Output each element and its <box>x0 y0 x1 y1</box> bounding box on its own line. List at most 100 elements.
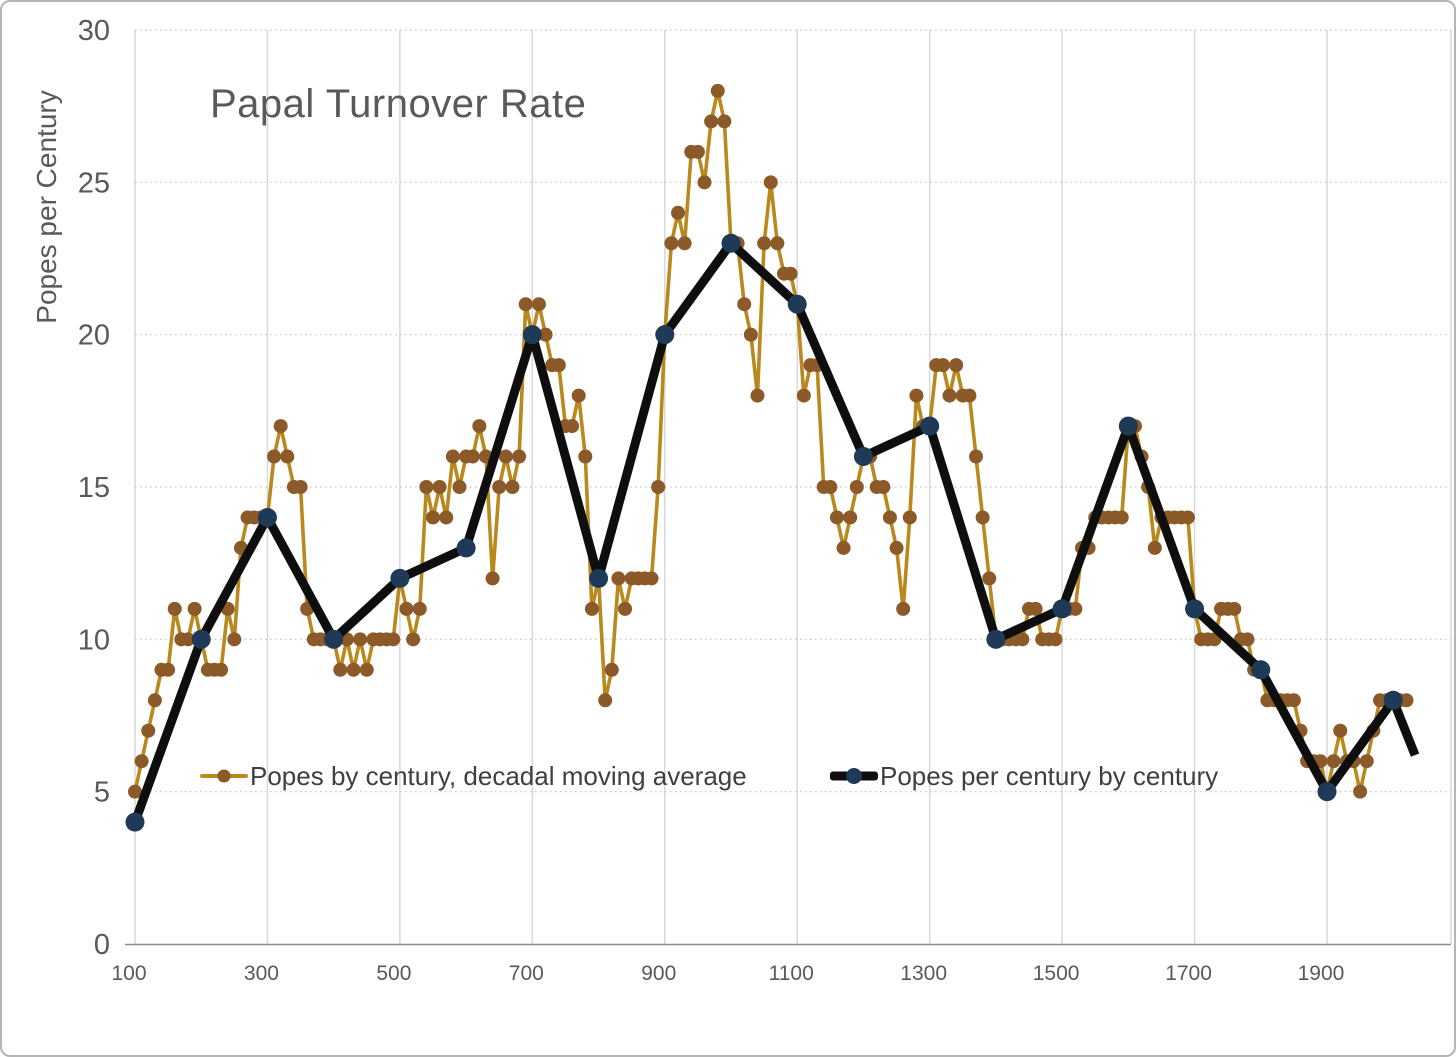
decadal-series-point <box>982 571 997 586</box>
century-series-point <box>456 538 476 558</box>
decadal-series-point <box>935 358 950 373</box>
decadal-series-point <box>1068 601 1083 616</box>
x-tick-label: 900 <box>641 962 676 985</box>
decadal-series-point <box>651 480 666 494</box>
decadal-series-point <box>697 175 712 190</box>
decadal-series-point <box>783 266 798 281</box>
decadal-series-point <box>465 449 480 464</box>
decadal-series-point <box>611 571 626 586</box>
decadal-series-point <box>690 144 705 159</box>
decadal-series-point <box>386 632 401 647</box>
x-tick-label: 100 <box>111 962 146 985</box>
decadal-series-point <box>1114 510 1129 525</box>
decadal-series-point <box>969 449 984 464</box>
decadal-series-point <box>1015 632 1030 647</box>
decadal-series-point <box>485 571 500 586</box>
decadal-series-point <box>1359 754 1374 769</box>
x-tick-label: 1500 <box>1033 962 1080 985</box>
decadal-series-point <box>1326 754 1341 769</box>
decadal-series-point <box>876 480 891 494</box>
decadal-series-point <box>902 510 917 525</box>
decadal-series-point <box>353 632 368 647</box>
decadal-series-point <box>425 510 440 525</box>
decadal-series-point <box>823 480 838 494</box>
decadal-series-point <box>167 601 182 616</box>
decadal-series-point <box>763 175 778 190</box>
decadal-series-point <box>280 449 295 464</box>
decadal-series-point <box>1353 784 1368 799</box>
decadal-series-point <box>214 662 229 677</box>
decadal-series-point <box>419 480 434 494</box>
x-tick-label: 300 <box>244 962 279 985</box>
legend-entry-century: Popes per century by century <box>830 760 1218 792</box>
century-series-point <box>125 812 145 832</box>
decadal-series-point <box>161 662 176 677</box>
century-series-point <box>522 325 542 345</box>
decadal-series-point <box>882 510 897 525</box>
decadal-series-point <box>267 449 282 464</box>
x-tick-label: 700 <box>509 962 544 985</box>
decadal-series-point <box>737 297 752 312</box>
decadal-series-point <box>975 510 990 525</box>
decadal-series-point <box>538 327 553 342</box>
century-series-point <box>191 629 211 649</box>
y-tick-label: 0 <box>94 929 110 961</box>
decadal-series-point <box>1333 723 1348 738</box>
decadal-series-point <box>439 510 454 525</box>
century-series-point <box>655 325 675 345</box>
century-series-point <box>589 568 609 588</box>
century-series-point <box>1185 599 1205 619</box>
decadal-series-point <box>399 601 414 616</box>
x-tick-label: 500 <box>376 962 411 985</box>
decadal-series-point <box>492 480 507 494</box>
decadal-series-point <box>531 297 546 312</box>
decadal-series-point <box>1286 693 1301 708</box>
century-series-point <box>257 507 277 527</box>
y-tick-label: 5 <box>94 777 110 809</box>
decadal-series-point <box>909 388 924 403</box>
decadal-series-point <box>227 632 242 647</box>
decadal-series-point <box>518 297 533 312</box>
decadal-series-point <box>1028 601 1043 616</box>
y-tick-label: 30 <box>78 15 110 47</box>
century-series-point <box>1317 782 1337 802</box>
decadal-series-point <box>704 114 719 129</box>
decadal-series-point <box>757 236 772 251</box>
legend-swatch-century <box>830 767 878 785</box>
gold-dot-icon <box>217 769 231 783</box>
century-series-point <box>986 629 1006 649</box>
decadal-series-point <box>551 358 566 373</box>
decadal-series-point <box>452 480 467 494</box>
decadal-series-point <box>180 632 195 647</box>
legend-swatch-decadal <box>200 767 248 785</box>
x-tick-label: 1300 <box>900 962 947 985</box>
decadal-series-point <box>829 510 844 525</box>
decadal-series-point <box>565 419 580 434</box>
decadal-series-point <box>604 662 619 677</box>
navy-dot-icon <box>846 768 862 784</box>
y-tick-label: 20 <box>78 320 110 352</box>
decadal-series-point <box>671 205 686 220</box>
century-series-point <box>920 416 940 436</box>
century-series-point <box>853 447 873 467</box>
decadal-series-point <box>896 601 911 616</box>
decadal-series-point <box>472 419 487 434</box>
x-tick-label: 1900 <box>1298 962 1345 985</box>
legend-entry-decadal: Popes by century, decadal moving average <box>200 760 747 792</box>
decadal-series-point <box>1240 632 1255 647</box>
y-tick-label: 10 <box>78 624 110 656</box>
y-axis-title: Popes per Century <box>31 90 62 324</box>
y-tick-label: 15 <box>78 472 110 504</box>
decadal-series-point <box>717 114 732 129</box>
decadal-series-point <box>584 601 599 616</box>
century-series-point <box>1383 690 1403 710</box>
y-tick-label: 25 <box>78 167 110 199</box>
chart-title: Papal Turnover Rate <box>210 82 587 126</box>
decadal-series-point <box>359 662 374 677</box>
decadal-series-point <box>849 480 864 494</box>
century-series-point <box>324 629 344 649</box>
decadal-series-point <box>770 236 785 251</box>
decadal-series-point <box>664 236 679 251</box>
decadal-series-point <box>498 449 513 464</box>
